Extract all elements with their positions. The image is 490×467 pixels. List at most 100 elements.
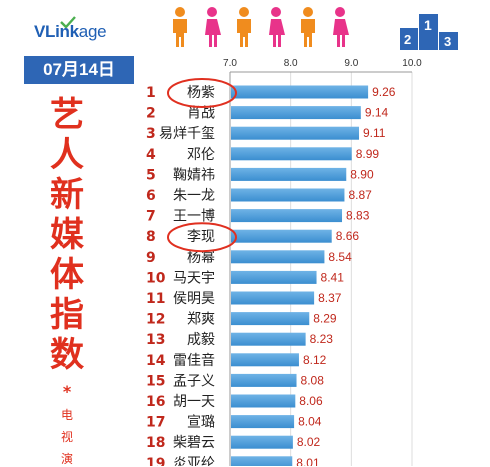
rank-label: 3 xyxy=(146,126,156,142)
score-bar xyxy=(231,167,347,181)
score-value: 8.02 xyxy=(297,435,321,449)
artist-name: 肖战 xyxy=(187,106,215,122)
sub-char: 电 xyxy=(60,408,73,422)
score-bar xyxy=(231,188,345,202)
artist-name: 李现 xyxy=(187,229,215,245)
score-value: 8.23 xyxy=(310,332,334,346)
highlight-circle xyxy=(167,78,237,108)
score-bar xyxy=(231,332,306,346)
artist-name: 雷佳音 xyxy=(173,352,215,369)
chart-rows: 1 杨紫 9.26 2 肖战 9.14 3 易烊千玺 9.11 4 邓伦 8.99 5 鞠婧祎 8.90 6 朱… xyxy=(146,85,396,466)
title-char: 体 xyxy=(50,255,84,295)
svg-text:1: 1 xyxy=(424,17,432,33)
sub-char: 视 xyxy=(60,430,73,444)
person-male-icon xyxy=(301,7,315,47)
artist-name: 朱一龙 xyxy=(173,188,215,204)
people-icons xyxy=(173,7,349,47)
logo-text: VLinkage xyxy=(34,22,107,41)
vlinkage-logo: VLinkage xyxy=(30,16,130,46)
artist-name: 柴碧云 xyxy=(173,435,215,451)
title-char: 新 xyxy=(50,175,84,215)
rank-label: 9 xyxy=(146,250,156,266)
score-value: 8.12 xyxy=(303,353,327,367)
artist-name: 孟子义 xyxy=(173,373,215,389)
rank-label: 4 xyxy=(146,147,156,163)
rank-label: 8 xyxy=(146,229,156,245)
score-value: 8.54 xyxy=(328,250,352,264)
svg-text:2: 2 xyxy=(404,32,411,47)
rank-label: 15 xyxy=(146,373,165,389)
artist-name: 胡一天 xyxy=(173,394,215,410)
score-value: 8.08 xyxy=(301,373,325,387)
svg-text:3: 3 xyxy=(444,34,451,49)
x-tick-label: 10.0 xyxy=(402,58,422,69)
score-bar xyxy=(231,126,360,140)
rank-label: 17 xyxy=(146,415,165,431)
score-value: 9.14 xyxy=(365,106,389,120)
person-male-icon xyxy=(237,7,251,47)
artist-name: 郑爽 xyxy=(187,312,215,328)
rank-label: 5 xyxy=(146,167,156,183)
title-char: 艺 xyxy=(50,95,84,135)
score-bar xyxy=(231,373,297,387)
score-value: 8.04 xyxy=(298,415,322,429)
rank-label: 16 xyxy=(146,394,165,410)
title-char: 媒 xyxy=(50,215,84,255)
podium-icon: 2 1 3 xyxy=(400,14,458,50)
sidebar-title: 艺 人 新 媒 体 指 数 * 电 视 演 xyxy=(24,84,110,466)
score-bar xyxy=(231,312,310,326)
score-bar xyxy=(231,106,361,120)
rank-label: 18 xyxy=(146,435,165,451)
artist-name: 宣璐 xyxy=(187,415,215,431)
score-bar xyxy=(231,291,315,305)
rank-label: 2 xyxy=(146,106,156,122)
rank-label: 7 xyxy=(146,209,156,225)
score-value: 9.26 xyxy=(372,85,396,99)
artist-name: 炎亚纶 xyxy=(173,456,215,466)
x-tick-label: 8.0 xyxy=(284,58,298,69)
score-value: 8.90 xyxy=(350,167,374,181)
score-value: 8.06 xyxy=(299,394,323,408)
person-female-icon xyxy=(205,7,221,47)
rank-label: 14 xyxy=(146,353,166,369)
score-bar xyxy=(231,85,369,99)
artist-name: 王一博 xyxy=(173,208,215,225)
score-bar xyxy=(231,353,299,367)
x-tick-label: 9.0 xyxy=(344,58,358,69)
highlight-circle xyxy=(167,222,237,253)
score-value: 8.87 xyxy=(348,188,372,202)
score-value: 8.41 xyxy=(321,270,345,284)
star-mark: * xyxy=(62,382,72,401)
person-female-icon xyxy=(269,7,285,47)
score-bar xyxy=(231,209,343,223)
rank-label: 13 xyxy=(146,332,165,348)
artist-name: 鞠婧祎 xyxy=(173,167,215,183)
rank-label: 19 xyxy=(146,456,165,466)
title-char: 人 xyxy=(50,135,84,175)
title-char: 指 xyxy=(50,295,84,335)
score-value: 9.11 xyxy=(363,126,386,140)
artist-name: 马天宇 xyxy=(173,270,215,286)
rank-label: 1 xyxy=(146,85,156,101)
score-bar xyxy=(231,415,295,429)
x-axis-ticks: 7.0 8.0 9.0 10.0 xyxy=(223,58,422,69)
score-value: 8.01 xyxy=(296,456,320,466)
date-badge: 07月14日 xyxy=(24,56,134,84)
score-bar xyxy=(231,229,332,243)
artist-name: 杨紫 xyxy=(187,85,215,101)
sub-char: 演 xyxy=(60,452,73,466)
score-bar xyxy=(231,147,352,161)
rank-label: 12 xyxy=(146,312,165,328)
artist-name: 易烊千玺 xyxy=(159,126,215,142)
artist-name: 邓伦 xyxy=(187,147,215,163)
rank-label: 6 xyxy=(146,188,156,204)
rank-label: 11 xyxy=(146,291,165,307)
score-value: 8.99 xyxy=(356,147,380,161)
score-value: 8.66 xyxy=(336,229,360,243)
score-value: 8.83 xyxy=(346,209,370,223)
score-value: 8.37 xyxy=(318,291,342,305)
person-male-icon xyxy=(173,7,187,47)
rank-label: 10 xyxy=(146,270,166,286)
artist-name: 成毅 xyxy=(187,331,215,348)
